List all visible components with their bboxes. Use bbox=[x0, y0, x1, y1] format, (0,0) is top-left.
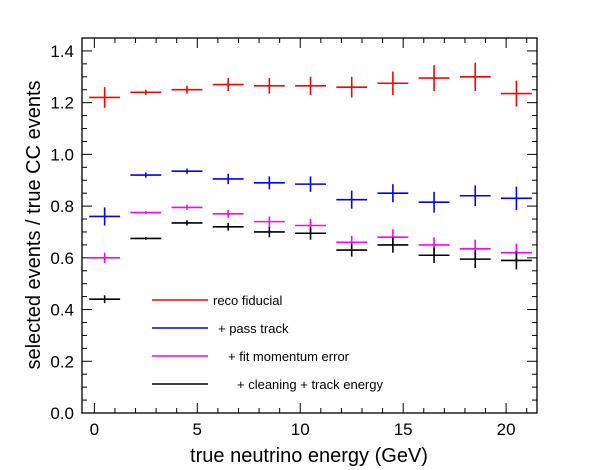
data-point bbox=[459, 62, 491, 92]
data-point bbox=[212, 222, 244, 231]
data-point bbox=[253, 176, 285, 190]
y-tick-label: 0.0 bbox=[50, 404, 74, 423]
x-tick-label: 10 bbox=[291, 420, 310, 439]
data-point bbox=[336, 190, 368, 209]
data-point bbox=[336, 243, 368, 257]
data-point bbox=[212, 209, 244, 218]
x-tick-label: 20 bbox=[497, 420, 516, 439]
y-tick-label: 1.0 bbox=[50, 145, 74, 164]
data-point bbox=[377, 71, 409, 95]
data-point bbox=[295, 76, 326, 95]
plot-frame bbox=[81, 37, 538, 414]
data-point bbox=[89, 295, 121, 304]
data-point bbox=[253, 78, 285, 94]
data-point bbox=[418, 247, 450, 263]
data-point bbox=[130, 89, 162, 95]
legend-label: + fit momentum error bbox=[228, 349, 350, 364]
data-point bbox=[418, 191, 450, 213]
x-tick-label: 15 bbox=[394, 420, 413, 439]
data-point bbox=[212, 78, 244, 92]
data-point bbox=[89, 252, 121, 263]
data-point bbox=[500, 186, 532, 210]
data-point bbox=[89, 207, 121, 226]
y-tick-label: 1.2 bbox=[50, 94, 74, 113]
y-axis-label: selected events / true CC events bbox=[23, 80, 45, 369]
legend-label: + cleaning + track energy bbox=[237, 377, 383, 392]
data-point bbox=[171, 220, 203, 226]
data-point bbox=[295, 176, 326, 192]
y-tick-label: 0.2 bbox=[50, 352, 74, 371]
data-point bbox=[171, 204, 203, 210]
data-point bbox=[130, 172, 162, 178]
legend-label: reco fiducial bbox=[213, 293, 282, 308]
x-tick-label: 0 bbox=[90, 420, 99, 439]
data-point bbox=[377, 237, 409, 253]
x-axis-label: true neutrino energy (GeV) bbox=[190, 445, 428, 467]
axis-ticks bbox=[82, 37, 537, 414]
data-point bbox=[212, 173, 244, 185]
y-tick-label: 0.8 bbox=[50, 197, 74, 216]
data-point bbox=[336, 76, 368, 98]
series-3 bbox=[89, 220, 532, 304]
data-point bbox=[500, 251, 532, 270]
data-point bbox=[459, 250, 491, 269]
data-point bbox=[89, 87, 121, 108]
y-tick-label: 1.4 bbox=[50, 42, 74, 61]
legend: reco fiducial + pass track + fit momentum … bbox=[152, 293, 383, 392]
series-layer bbox=[89, 62, 532, 304]
data-point bbox=[459, 185, 491, 207]
data-point bbox=[418, 65, 450, 92]
data-point bbox=[295, 226, 326, 240]
series-1 bbox=[89, 168, 532, 226]
data-point bbox=[130, 211, 162, 214]
y-tick-label: 0.4 bbox=[50, 301, 74, 320]
data-point bbox=[253, 226, 285, 238]
series-0 bbox=[89, 62, 532, 108]
tick-labels: 0 5 10 15 20 0.0 0.2 0.4 0.6 0.8 1.0 1.2 1.4 bbox=[50, 42, 515, 439]
legend-label: + pass track bbox=[218, 321, 289, 336]
x-tick-label: 5 bbox=[193, 420, 202, 439]
data-point bbox=[253, 216, 285, 227]
data-point bbox=[171, 168, 203, 174]
y-tick-label: 0.6 bbox=[50, 249, 74, 268]
data-point bbox=[377, 184, 409, 203]
data-point bbox=[171, 85, 203, 94]
data-point bbox=[500, 80, 532, 107]
data-point bbox=[130, 237, 162, 240]
